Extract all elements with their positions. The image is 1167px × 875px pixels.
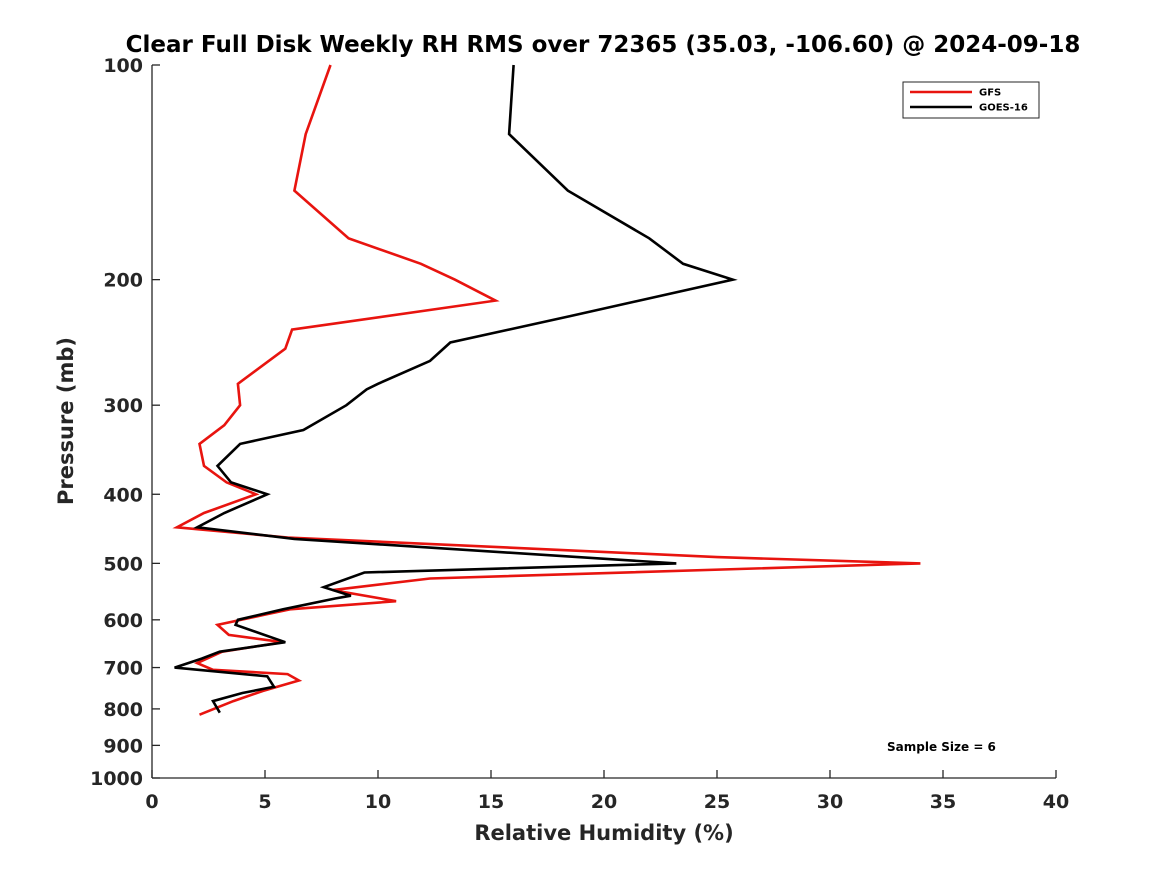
x-tick-label: 30	[817, 791, 843, 813]
y-tick-label: 100	[103, 55, 143, 77]
x-tick-label: 20	[591, 791, 617, 813]
legend-box	[902, 81, 1040, 119]
x-tick-label: 35	[930, 791, 956, 813]
series-layer	[172, 64, 921, 716]
x-tick-label: 40	[1043, 791, 1069, 813]
y-tick-label: 700	[103, 658, 143, 680]
x-axis-ticks: 0 5 10 15 20 25 30 35 40	[145, 770, 1069, 813]
y-tick-label: 1000	[90, 768, 143, 790]
legend-label-gfs: GFS	[979, 88, 1001, 99]
series-line-goes-16	[174, 64, 738, 714]
legend-label-goes-16: GOES-16	[979, 103, 1028, 114]
x-tick-label: 10	[365, 791, 391, 813]
y-tick-label: 300	[103, 395, 143, 417]
y-axis-ticks: 100 200 300 400 500 600 700 800 900 1000	[90, 55, 160, 790]
y-tick-label: 500	[103, 553, 143, 575]
x-tick-label: 15	[478, 791, 504, 813]
sample-size-annotation: Sample Size = 6	[887, 740, 996, 754]
y-tick-label: 600	[103, 610, 143, 632]
y-tick-label: 200	[103, 270, 143, 292]
legend: GFS GOES-16	[902, 81, 1040, 119]
x-tick-label: 0	[145, 791, 158, 813]
y-tick-label: 800	[103, 699, 143, 721]
y-tick-label: 400	[103, 484, 143, 506]
x-axis-label: Relative Humidity (%)	[474, 821, 733, 845]
plot-area	[152, 65, 1056, 778]
y-tick-label: 900	[103, 735, 143, 757]
x-tick-label: 25	[704, 791, 730, 813]
chart-title: Clear Full Disk Weekly RH RMS over 72365…	[126, 32, 1081, 58]
y-axis-label: Pressure (mb)	[54, 337, 78, 505]
x-tick-label: 5	[258, 791, 271, 813]
